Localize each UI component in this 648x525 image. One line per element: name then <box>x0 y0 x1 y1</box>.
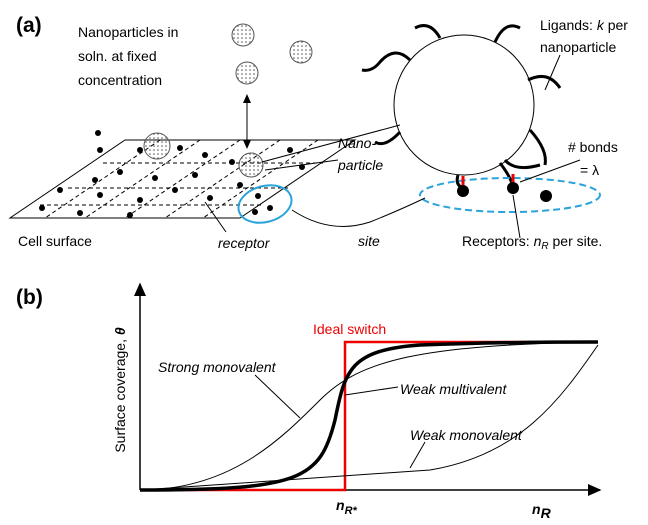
threshold-label: nR* <box>336 497 358 517</box>
cell-surface-label: Cell surface <box>18 233 92 249</box>
axes <box>140 284 600 490</box>
receptors-text: Receptors: nR per site. <box>462 233 602 252</box>
panel-label: (a) <box>16 14 42 37</box>
free-nanoparticles <box>232 24 312 84</box>
x-axis-label: nR <box>532 501 552 520</box>
bonds-text: = λ <box>580 162 599 178</box>
weak-multivalent-label: Weak multivalent <box>400 381 507 397</box>
nanoparticle <box>394 35 534 175</box>
y-axis-label: Surface coverage, θ <box>112 327 128 453</box>
receptor-label: receptor <box>218 235 271 251</box>
bonds-text: # bonds <box>568 139 618 155</box>
receptors <box>457 182 552 202</box>
site-label: site <box>358 233 380 249</box>
nanoparticle-text: Nano- <box>338 135 376 151</box>
ligands-text: Ligands: k per <box>540 17 628 33</box>
cell-surface <box>10 140 355 218</box>
nanoparticle-text: particle <box>337 157 383 173</box>
solution-text: soln. at fixed <box>78 48 157 64</box>
strong-monovalent-label: Strong monovalent <box>158 359 277 375</box>
figure: (a) Nanoparticles in soln. at fixed conc… <box>0 0 648 520</box>
ligands-text: nanoparticle <box>540 39 616 55</box>
panel-label: (b) <box>16 286 43 309</box>
weak-monovalent-label: Weak monovalent <box>410 427 523 443</box>
solution-text: Nanoparticles in <box>78 24 178 40</box>
solution-text: concentration <box>78 72 162 88</box>
ideal-switch-label: Ideal switch <box>313 321 386 337</box>
